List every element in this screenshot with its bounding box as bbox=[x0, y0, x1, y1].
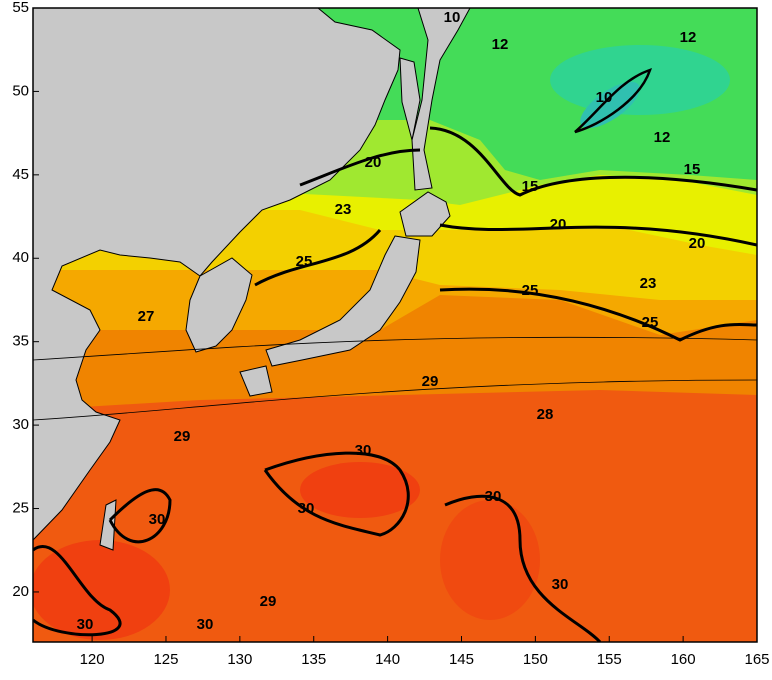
contour-label: 30 bbox=[197, 616, 214, 633]
x-tick-label: 165 bbox=[744, 651, 769, 668]
y-tick-label: 50 bbox=[12, 82, 29, 99]
x-tick-label: 140 bbox=[375, 651, 400, 668]
hot-patch bbox=[300, 462, 420, 518]
contour-label: 30 bbox=[355, 442, 372, 459]
axes: 120 125 130 135 140 145 150 155 160 165 20 25 30 35 40… bbox=[12, 0, 769, 668]
x-tick-label: 125 bbox=[153, 651, 178, 668]
contour-label: 25 bbox=[296, 253, 313, 270]
contour-label: 28 bbox=[537, 406, 554, 423]
contour-labels: 10 12 12 10 12 15 15 20 20 20 23 23 25 25 25 27 28 29 29 29… bbox=[77, 9, 706, 633]
contour-label: 30 bbox=[485, 488, 502, 505]
kyushu bbox=[239, 365, 273, 397]
contour-10 bbox=[574, 68, 652, 134]
y-tick-label: 30 bbox=[12, 416, 29, 433]
contour-label: 12 bbox=[680, 29, 697, 46]
contour-label: 12 bbox=[654, 129, 671, 146]
contour-label: 29 bbox=[260, 593, 277, 610]
x-tick-label: 130 bbox=[227, 651, 252, 668]
x-tick-label: 135 bbox=[301, 651, 326, 668]
x-tick-label: 145 bbox=[449, 651, 474, 668]
contour-30 bbox=[33, 451, 602, 642]
contour-label: 25 bbox=[522, 282, 539, 299]
hokkaido bbox=[399, 191, 451, 237]
contours bbox=[33, 68, 757, 642]
contour-label: 10 bbox=[596, 89, 613, 106]
y-tick-label: 35 bbox=[12, 333, 29, 350]
taiwan bbox=[99, 499, 117, 551]
x-tick-label: 150 bbox=[523, 651, 548, 668]
island-chain bbox=[411, 8, 471, 191]
contour-20 bbox=[299, 148, 757, 247]
contour-label: 30 bbox=[77, 616, 94, 633]
frame bbox=[32, 7, 758, 643]
contour-label: 27 bbox=[138, 308, 155, 325]
contour-label: 20 bbox=[689, 235, 706, 252]
contour-label: 23 bbox=[335, 201, 352, 218]
contour-label: 15 bbox=[684, 161, 701, 178]
y-tick-label: 40 bbox=[12, 249, 29, 266]
thin-contours bbox=[33, 336, 757, 421]
contour-25 bbox=[254, 229, 757, 342]
contour-label: 15 bbox=[522, 178, 539, 195]
y-tick-label: 45 bbox=[12, 166, 29, 183]
hot-patch bbox=[33, 540, 170, 640]
contour-label: 10 bbox=[444, 9, 461, 26]
hot-patch bbox=[440, 500, 540, 620]
x-tick-label: 120 bbox=[80, 651, 105, 668]
contour-label: 25 bbox=[642, 314, 659, 331]
contour-label: 29 bbox=[174, 428, 191, 445]
map-layers: 10 12 12 10 12 15 15 20 20 20 23 23 25 25 25 27 28 29 29 29… bbox=[33, 8, 757, 642]
contour-label: 30 bbox=[552, 576, 569, 593]
continent bbox=[33, 8, 401, 541]
korea bbox=[185, 257, 253, 353]
cold-patch bbox=[550, 45, 730, 115]
contour-label: 29 bbox=[422, 373, 439, 390]
x-tick-label: 155 bbox=[597, 651, 622, 668]
contour-label: 20 bbox=[550, 216, 567, 233]
y-tick-label: 55 bbox=[12, 0, 29, 16]
y-tick-label: 20 bbox=[12, 583, 29, 600]
y-tick-label: 25 bbox=[12, 499, 29, 516]
land bbox=[33, 8, 471, 551]
x-tick-label: 160 bbox=[671, 651, 696, 668]
honshu bbox=[265, 235, 421, 367]
contour-label: 30 bbox=[298, 500, 315, 517]
contour-label: 12 bbox=[492, 36, 509, 53]
contour-label: 30 bbox=[149, 511, 166, 528]
contour-label: 23 bbox=[640, 275, 657, 292]
sakhalin bbox=[399, 57, 421, 141]
cold-core bbox=[580, 81, 640, 129]
contour-label: 20 bbox=[365, 154, 382, 171]
contour-15 bbox=[429, 126, 757, 197]
